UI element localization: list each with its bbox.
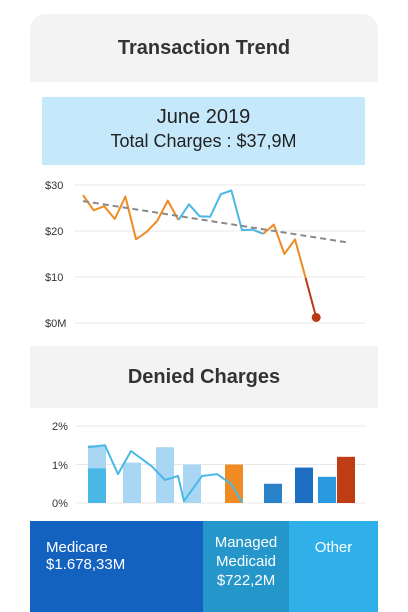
payer-tiles: Medicare $1.678,33M Managed Medicaid $72… — [30, 521, 378, 612]
denied-y-tick: 0% — [52, 498, 68, 510]
denied-chart: 2% 1% 0% — [52, 421, 366, 510]
tile-managed-medicaid[interactable]: Managed Medicaid $722,2M — [203, 521, 289, 612]
tile-medicare-value: $1.678,33M — [46, 556, 126, 573]
trend-series-line — [304, 277, 318, 318]
denied-y-tick: 1% — [52, 460, 68, 472]
dashboard-card: Transaction Trend June 2019 Total Charge… — [30, 14, 378, 612]
trend-series-line — [177, 189, 264, 235]
tile-other[interactable]: Other — [289, 521, 378, 612]
trend-header: Transaction Trend — [30, 14, 378, 82]
trend-chart: $30 $20 $10 $0M — [45, 180, 366, 330]
denied-rate-line — [87, 444, 243, 503]
denied-y-tick: 2% — [52, 421, 68, 433]
denied-bar — [337, 456, 355, 503]
denied-bar — [318, 476, 336, 503]
tile-managed-label: Managed — [214, 534, 278, 551]
summary-box: June 2019 Total Charges : $37,9M — [42, 97, 365, 165]
tile-medicare-label: Medicare — [46, 539, 108, 556]
trend-y-tick: $20 — [45, 226, 63, 238]
denied-bar-inner — [88, 468, 106, 503]
tile-medicaid-label: Medicaid — [215, 553, 277, 570]
denied-bar — [264, 483, 282, 503]
summary-total: Total Charges : $37,9M — [110, 131, 297, 151]
denied-bar — [225, 464, 243, 503]
denied-bar — [156, 447, 174, 503]
trend-dashed-line — [82, 200, 349, 244]
tile-other-label: Other — [314, 539, 353, 556]
denied-title: Denied Charges — [127, 365, 281, 388]
trend-endpoint-dot — [311, 312, 321, 322]
trend-y-tick: $0M — [45, 318, 66, 330]
trend-y-tick: $10 — [45, 272, 63, 284]
denied-bar — [183, 464, 201, 503]
denied-bar — [295, 467, 313, 503]
trend-series-line — [82, 194, 180, 241]
trend-title: Transaction Trend — [117, 36, 291, 59]
tile-medicare[interactable]: Medicare $1.678,33M — [30, 521, 203, 612]
tile-managed-medicaid-value: $722,2M — [216, 572, 276, 589]
denied-bar — [123, 462, 141, 503]
summary-period: June 2019 — [156, 106, 251, 128]
trend-y-tick: $30 — [45, 180, 63, 192]
denied-header: Denied Charges — [30, 346, 378, 408]
